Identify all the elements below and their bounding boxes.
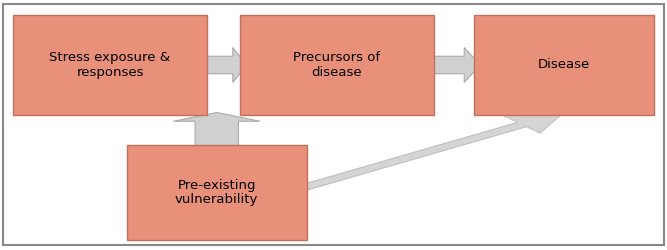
FancyBboxPatch shape	[127, 145, 307, 240]
Polygon shape	[427, 48, 480, 82]
FancyBboxPatch shape	[474, 15, 654, 115]
Text: Precursors of
disease: Precursors of disease	[293, 51, 380, 79]
FancyBboxPatch shape	[240, 15, 434, 115]
Text: Stress exposure &
responses: Stress exposure & responses	[49, 51, 171, 79]
Polygon shape	[200, 48, 247, 82]
Polygon shape	[282, 112, 564, 195]
Polygon shape	[173, 112, 260, 148]
FancyBboxPatch shape	[13, 15, 207, 115]
Text: Disease: Disease	[538, 58, 590, 71]
Text: Pre-existing
vulnerability: Pre-existing vulnerability	[175, 178, 258, 206]
